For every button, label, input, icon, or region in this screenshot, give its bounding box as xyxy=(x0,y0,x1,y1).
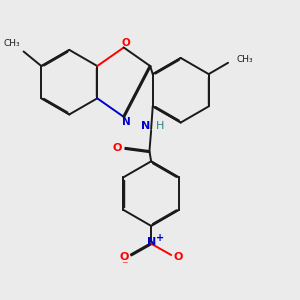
Text: H: H xyxy=(156,121,164,131)
Text: N: N xyxy=(146,237,156,247)
Text: N: N xyxy=(122,117,131,127)
Text: ⁻: ⁻ xyxy=(121,259,127,272)
Text: O: O xyxy=(122,38,131,48)
Text: O: O xyxy=(119,252,129,262)
Text: CH₃: CH₃ xyxy=(3,39,20,48)
Text: +: + xyxy=(156,233,164,243)
Text: O: O xyxy=(112,143,122,153)
Text: CH₃: CH₃ xyxy=(236,55,253,64)
Text: N: N xyxy=(141,121,150,131)
Text: O: O xyxy=(174,252,183,262)
